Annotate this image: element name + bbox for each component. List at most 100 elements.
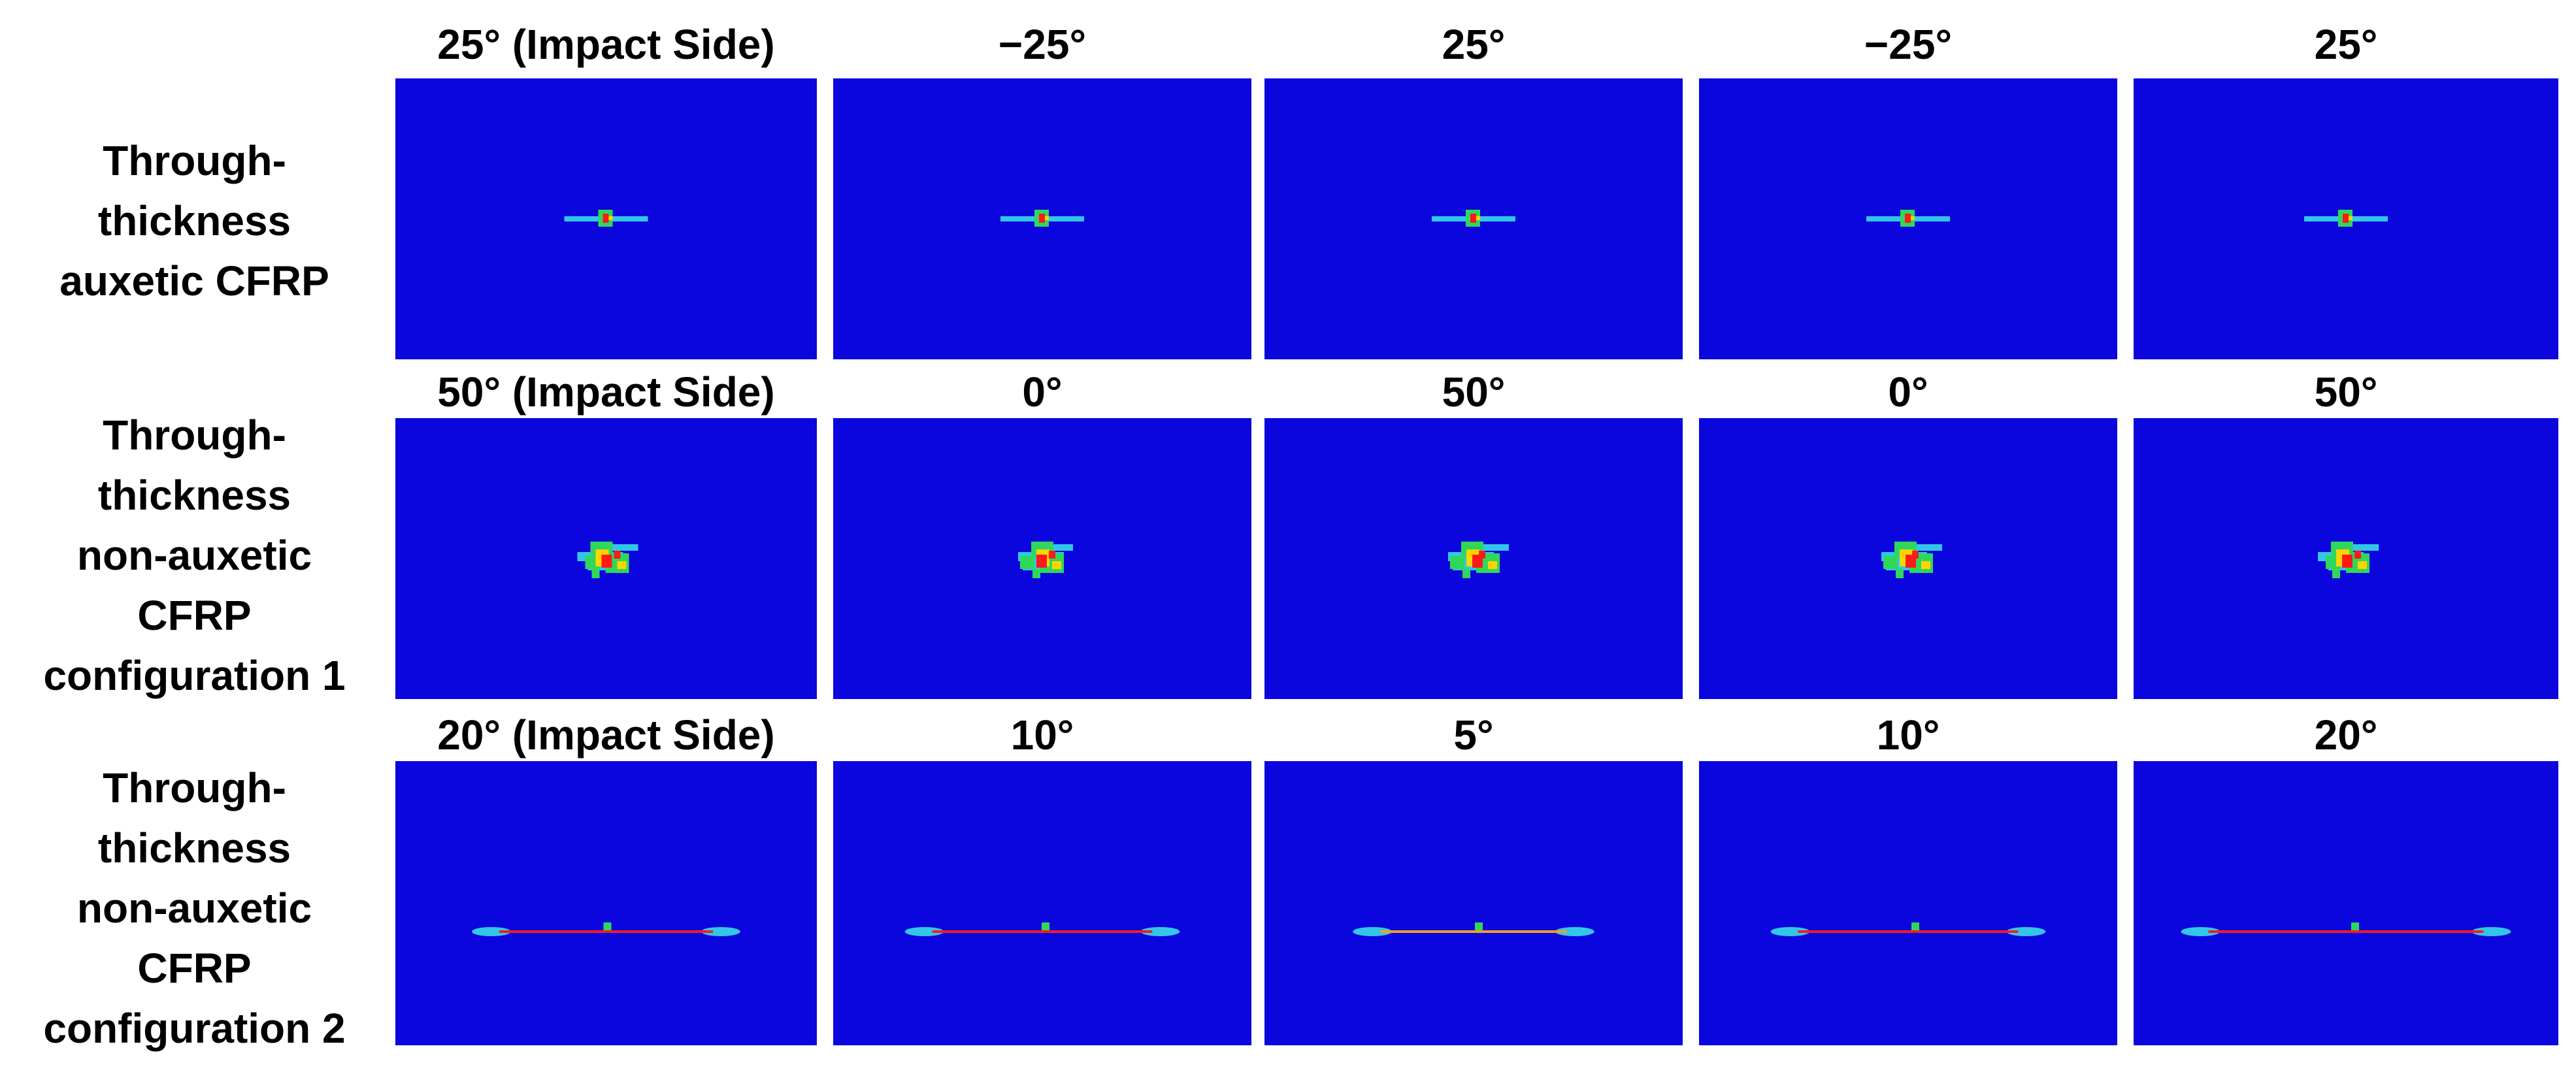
damage-patch — [1450, 556, 1464, 569]
impact-spot — [1911, 922, 1919, 930]
impact-spot — [2351, 922, 2359, 930]
impact-spot — [1475, 922, 1483, 930]
damage-patch — [1047, 544, 1073, 551]
damage-contour-plot — [2181, 922, 2511, 936]
damage-patch — [1049, 551, 1055, 559]
damage-contour-panel — [395, 78, 817, 359]
crack-tip-right — [2006, 927, 2046, 936]
ply-angle-title: 0° — [1022, 368, 1063, 416]
damage-patch — [1912, 551, 1919, 559]
damage-patch — [1020, 556, 1034, 569]
damage-contour-plot — [2318, 542, 2379, 578]
damage-contour-panel — [833, 418, 1251, 699]
damage-contour-plot — [2304, 210, 2388, 227]
crack-tip-left — [2181, 927, 2221, 936]
ply-angle-title: 0° — [1888, 368, 1928, 416]
damage-contour-panel — [1264, 761, 1683, 1045]
row-label-line: Through- — [103, 764, 286, 811]
ply-angle-title: −25° — [998, 21, 1087, 68]
damage-patch — [1032, 569, 1040, 578]
ply-angle-title: 50° (Impact Side) — [437, 368, 775, 416]
crack-tip-right — [701, 927, 740, 936]
crack-tip-left — [904, 927, 944, 936]
ply-angle-title: −25° — [1864, 21, 1953, 68]
damage-contour-panel — [833, 78, 1251, 359]
damage-contour-panel — [1699, 418, 2117, 699]
damage-patch — [2354, 551, 2361, 559]
damage-contour-plot — [1881, 542, 1942, 578]
damage-patch — [1036, 555, 1047, 568]
crack-tip-right — [2471, 927, 2511, 936]
damage-high-spot — [2349, 216, 2353, 220]
damage-contour-plot — [1866, 210, 1950, 227]
damage-patch — [1883, 556, 1898, 569]
damage-peak — [1470, 214, 1476, 223]
damage-contour-plot — [577, 542, 638, 578]
damage-patch — [2358, 561, 2367, 569]
ply-angle-title: 50° — [1442, 368, 1506, 416]
damage-contour-plot — [904, 922, 1180, 936]
row-label-line: thickness — [97, 824, 291, 872]
damage-contour-panel — [395, 418, 817, 699]
ply-angle-title: 20° — [2314, 711, 2378, 758]
damage-patch — [591, 569, 600, 578]
row-label-line: configuration 2 — [43, 1005, 346, 1052]
impact-spot — [1042, 922, 1049, 930]
damage-patch — [1462, 569, 1470, 578]
damage-contour-plot — [1448, 542, 1509, 578]
damage-contour-panel — [1264, 78, 1683, 359]
ply-angle-title: 25° — [2314, 21, 2378, 68]
row-label-line: thickness — [97, 472, 291, 519]
damage-contour-plot — [1000, 210, 1084, 227]
damage-patch — [614, 551, 621, 559]
impact-spot — [603, 922, 612, 930]
row-label-line: Through- — [103, 137, 286, 184]
damage-contour-plot — [1353, 922, 1594, 936]
ply-angle-title: 20° (Impact Side) — [437, 711, 775, 758]
row-label-line: CFRP — [137, 945, 252, 992]
damage-patch — [1488, 561, 1497, 569]
damage-patch — [1921, 561, 1930, 569]
row-label-1: Through-thickness auxetic CFRP — [0, 131, 389, 311]
damage-patch — [1479, 551, 1485, 559]
damage-contour-panel — [395, 761, 817, 1045]
damage-peak — [1905, 214, 1911, 223]
row-label-line: thickness — [97, 197, 291, 244]
crack-line — [1798, 930, 2019, 933]
crack-line — [1380, 930, 1567, 933]
crack-tip-left — [472, 927, 511, 936]
damage-patch — [1896, 569, 1904, 578]
crack-tip-right — [1140, 927, 1180, 936]
ply-angle-title: 25° — [1442, 21, 1506, 68]
ply-angle-title: 10° — [1876, 711, 1940, 758]
damage-contour-panel — [2134, 761, 2558, 1045]
crack-line — [932, 930, 1153, 933]
row-label-2: Through-thickness non-auxetic CFRP configur… — [0, 405, 389, 706]
damage-patch — [2342, 555, 2353, 568]
damage-high-spot — [1476, 216, 1480, 220]
damage-patch — [2332, 569, 2340, 578]
row-label-line: non-auxetic — [76, 532, 312, 579]
row-label-line: auxetic CFRP — [59, 257, 329, 304]
damage-contour-panel — [2134, 418, 2558, 699]
ply-angle-title: 50° — [2314, 368, 2378, 416]
ply-angle-title: 5° — [1453, 711, 1494, 758]
row-label-3: Through-thickness non-auxetic CFRP configur… — [0, 758, 389, 1058]
crack-tip-left — [1770, 927, 1810, 936]
ply-angle-title: 10° — [1010, 711, 1074, 758]
damage-patch — [1483, 544, 1509, 551]
damage-peak — [603, 214, 609, 223]
damage-patch — [1052, 561, 1061, 569]
crack-line — [499, 930, 713, 933]
damage-patch — [601, 555, 612, 568]
damage-contour-panel — [833, 761, 1251, 1045]
damage-contour-panel — [1264, 418, 1683, 699]
crack-tip-right — [1555, 927, 1594, 936]
damage-contour-plot — [1770, 922, 2046, 936]
damage-peak — [1039, 214, 1045, 223]
damage-contour-panel — [1699, 761, 2117, 1045]
ply-angle-title: 25° (Impact Side) — [437, 21, 775, 68]
row-label-line: Through- — [103, 412, 286, 459]
damage-patch — [1916, 544, 1942, 551]
crack-line — [2208, 930, 2484, 933]
